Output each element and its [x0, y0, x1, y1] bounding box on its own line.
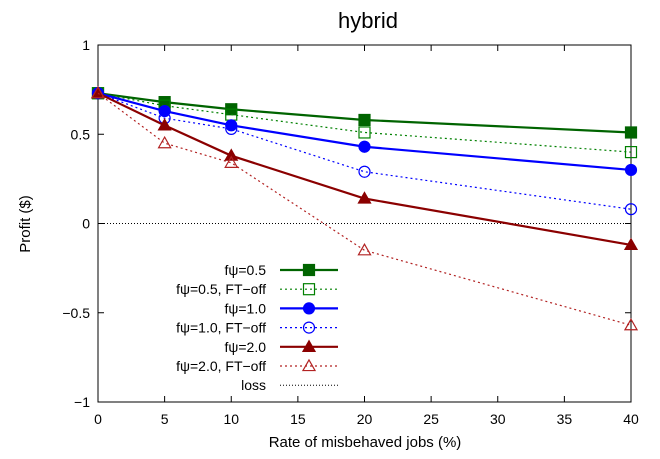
data-point — [357, 243, 372, 256]
data-point — [624, 126, 638, 139]
legend-label: fψ=2.0, FT−off — [176, 358, 266, 374]
y-axis-title: Profit ($) — [17, 195, 34, 253]
legend-marker — [302, 283, 316, 296]
x-tick-label: 5 — [161, 411, 169, 427]
data-point — [224, 155, 239, 168]
data-point — [623, 317, 639, 331]
data-point — [157, 118, 172, 131]
legend-marker — [301, 339, 317, 352]
series-layer — [90, 85, 639, 331]
x-tick-label: 30 — [490, 411, 506, 427]
legend-label: loss — [241, 377, 266, 393]
x-tick-label: 25 — [423, 411, 439, 427]
series-3 — [91, 87, 638, 177]
data-point — [224, 148, 239, 161]
x-axis-ticks: 0 5 10 15 20 25 30 35 40 — [94, 45, 639, 427]
legend-entry: fψ=1.0 — [224, 300, 338, 316]
legend-label: fψ=1.0, FT−off — [176, 320, 266, 336]
data-point — [624, 163, 638, 177]
data-point — [624, 146, 638, 159]
legend-entry: fψ=0.5, FT−off — [176, 281, 338, 297]
legend-label: fψ=0.5 — [224, 262, 266, 278]
x-tick-label: 15 — [290, 411, 306, 427]
y-tick-label: 0.5 — [71, 126, 91, 142]
y-tick-label: 1 — [82, 37, 90, 53]
data-point — [225, 122, 238, 135]
data-point — [357, 191, 372, 204]
y-tick-label: −1 — [74, 394, 90, 410]
x-tick-label: 0 — [94, 411, 102, 427]
legend-marker — [302, 263, 316, 277]
data-point — [358, 140, 371, 153]
y-axis-ticks: −1 −0.5 0 0.5 1 — [62, 37, 631, 410]
y-tick-label: 0 — [82, 216, 90, 232]
legend-label: fψ=0.5, FT−off — [176, 281, 266, 297]
x-tick-label: 35 — [557, 411, 573, 427]
data-point — [358, 165, 371, 178]
legend-label: fψ=1.0 — [224, 300, 266, 316]
legend: fψ=0.5 fψ=0.5, FT−off fψ=1.0 fψ=1.0, FT−off… — [176, 262, 338, 393]
data-point — [624, 203, 638, 216]
y-tick-label: −0.5 — [62, 305, 90, 321]
data-point — [157, 135, 172, 149]
legend-entry: loss — [241, 377, 338, 393]
series-6 — [90, 85, 639, 331]
data-point — [358, 113, 371, 127]
legend-entry: fψ=0.5 — [224, 262, 338, 278]
data-point — [90, 85, 106, 99]
legend-entry: fψ=1.0, FT−off — [176, 320, 338, 336]
x-tick-label: 20 — [357, 411, 373, 427]
legend-entry: fψ=2.0 — [224, 339, 338, 355]
legend-marker — [301, 358, 317, 372]
legend-entry: fψ=2.0, FT−off — [176, 358, 338, 374]
legend-marker — [302, 321, 316, 334]
series-5 — [90, 85, 639, 251]
series-line — [97, 92, 632, 326]
x-tick-label: 10 — [223, 411, 239, 427]
series-line — [97, 92, 632, 153]
legend-marker — [302, 302, 316, 315]
data-point — [623, 237, 639, 251]
legend-label: fψ=2.0 — [224, 339, 266, 355]
chart-title: hybrid — [338, 8, 398, 33]
x-tick-label: 40 — [623, 411, 639, 427]
data-point — [358, 126, 371, 139]
x-axis-title: Rate of misbehaved jobs (%) — [269, 434, 462, 451]
